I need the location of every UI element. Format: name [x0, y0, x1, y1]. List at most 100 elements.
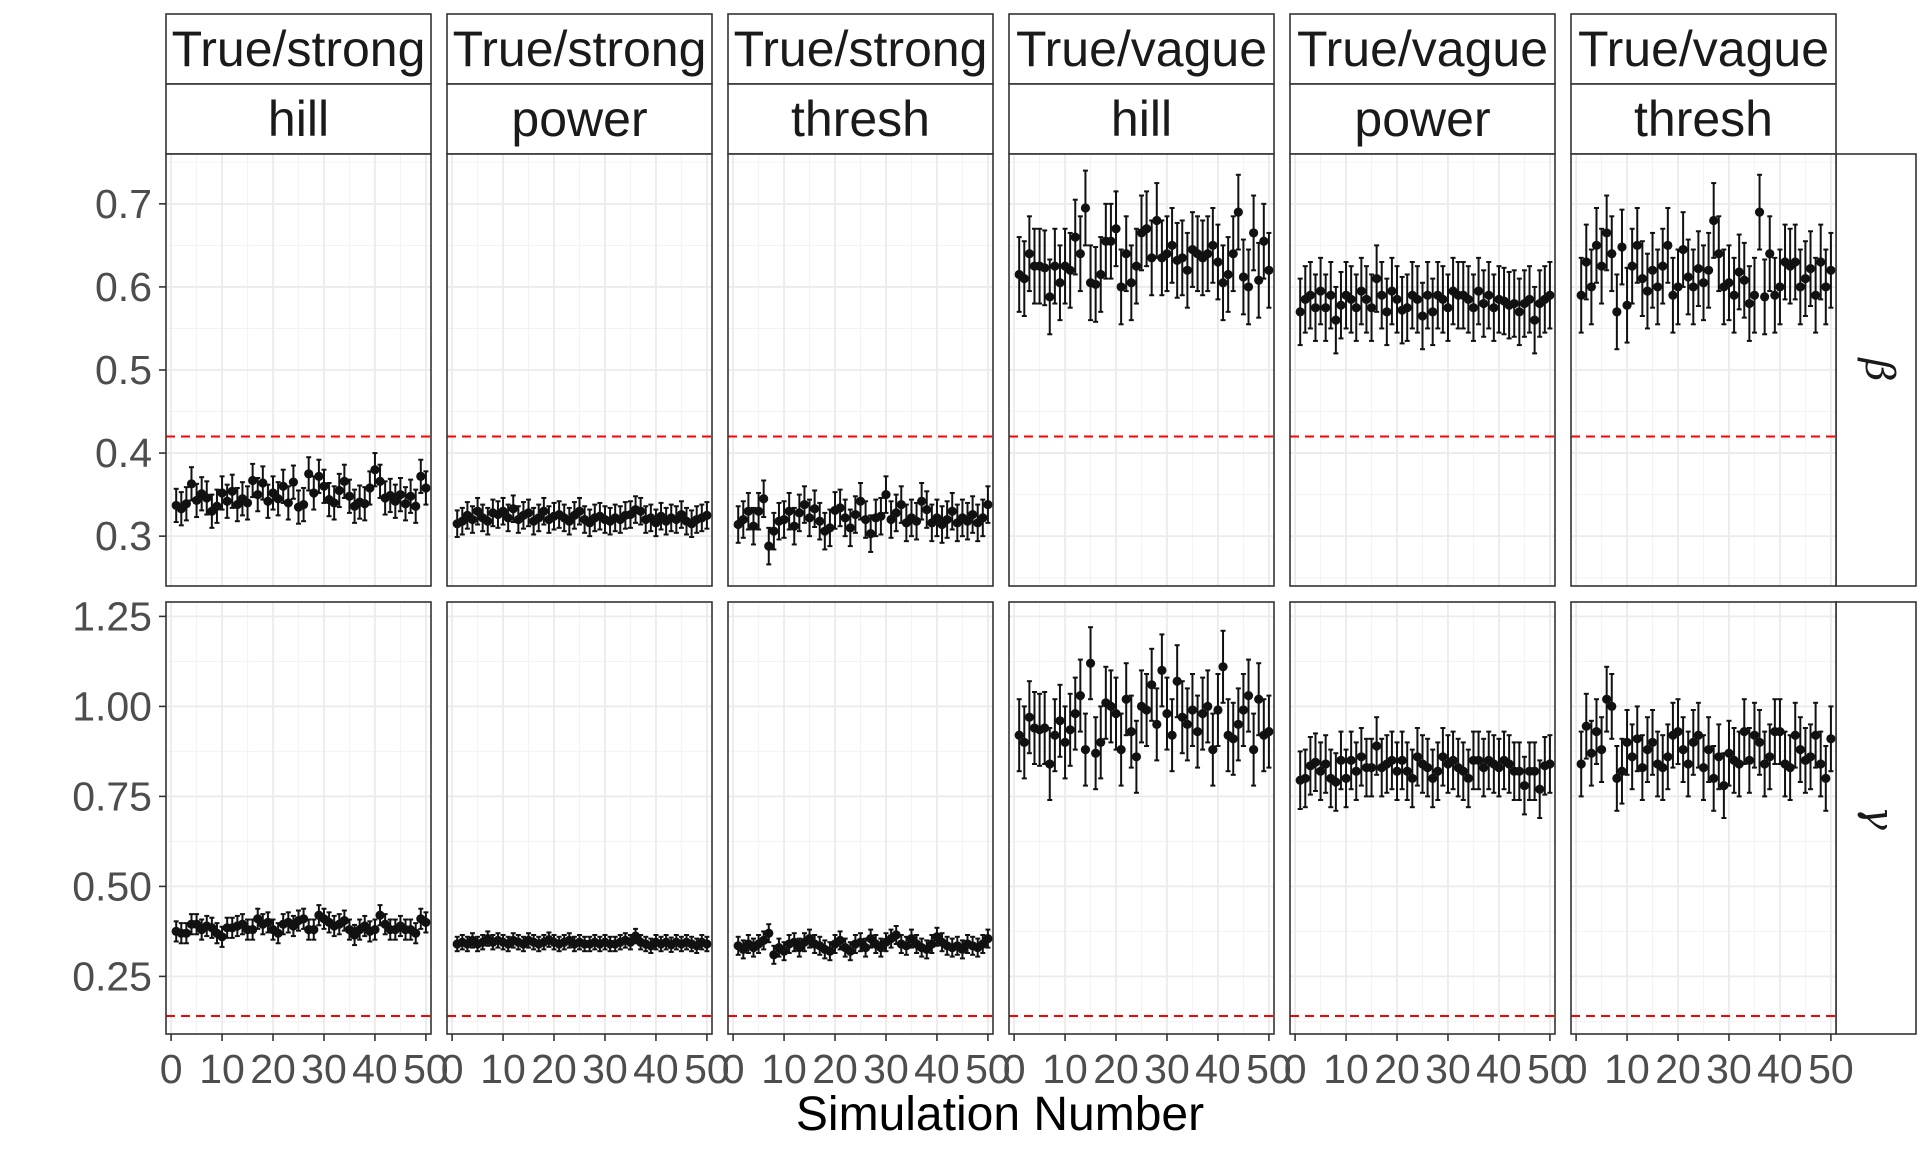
column-strip-bottom [1289, 83, 1556, 155]
data-point [1612, 307, 1622, 317]
data-point [1663, 240, 1673, 250]
data-point [1387, 755, 1397, 766]
data-point [1816, 257, 1826, 267]
data-point [748, 521, 759, 531]
data-point [1096, 269, 1106, 280]
data-point [702, 939, 712, 949]
data-point [1238, 705, 1249, 715]
data-point [1591, 240, 1602, 250]
column-strip-top [1570, 13, 1837, 85]
data-point [1065, 265, 1075, 275]
x-tick-label: 30 [863, 1046, 909, 1092]
column-strip-top-label: True/strong [172, 21, 426, 77]
data-point [1040, 723, 1050, 733]
data-point [1658, 261, 1668, 271]
data-point [1346, 294, 1356, 304]
x-tick-label: 40 [1195, 1046, 1241, 1092]
y-tick-label: 0.50 [72, 863, 152, 909]
data-point [1131, 261, 1142, 271]
data-point [968, 509, 978, 520]
data-point [253, 490, 263, 500]
data-point [1157, 665, 1167, 676]
data-point [743, 506, 753, 516]
data-point [881, 490, 891, 500]
data-point [339, 916, 349, 926]
column-strip-bottom-label: hill [268, 91, 329, 147]
data-point [764, 541, 774, 551]
data-point [1203, 701, 1213, 712]
data-point [1790, 730, 1800, 740]
x-tick-label: 10 [199, 1046, 245, 1092]
data-point [927, 939, 937, 949]
data-point [1602, 228, 1612, 238]
x-tick-label: 0 [722, 1046, 745, 1092]
data-point [1243, 282, 1254, 292]
data-point [917, 496, 927, 506]
data-point [860, 514, 871, 525]
data-point [227, 486, 237, 496]
data-point [1126, 278, 1136, 288]
data-point [942, 514, 952, 525]
data-point [1760, 759, 1770, 769]
data-point [1233, 719, 1243, 730]
data-point [1075, 249, 1085, 259]
data-point [1581, 721, 1591, 731]
data-point [1703, 745, 1714, 755]
data-point [1821, 282, 1831, 292]
data-point [202, 493, 212, 503]
data-point [676, 509, 687, 520]
data-point [1310, 757, 1321, 767]
data-point [1463, 773, 1473, 784]
data-point [1484, 290, 1494, 300]
data-point [1162, 249, 1172, 259]
data-point [1627, 261, 1637, 271]
data-point [896, 499, 906, 510]
data-point [799, 499, 810, 510]
data-point [334, 485, 344, 496]
data-point [1085, 658, 1096, 668]
data-point [1663, 752, 1673, 762]
panel-border [446, 601, 713, 1035]
data-point [1377, 290, 1387, 300]
data-point [1739, 275, 1749, 285]
data-point [191, 495, 202, 506]
x-tick-label: 10 [480, 1046, 526, 1092]
column-strip-bottom [446, 83, 713, 155]
data-point [1366, 763, 1377, 773]
data-point [309, 925, 319, 935]
data-point [406, 491, 416, 501]
data-point [1167, 730, 1177, 740]
data-point [815, 516, 825, 526]
data-point [835, 935, 845, 946]
x-tick-label: 0 [1003, 1046, 1026, 1092]
data-point [1514, 307, 1524, 317]
data-point [1653, 282, 1663, 292]
data-point [1045, 292, 1055, 302]
data-point [1050, 730, 1060, 740]
x-tick-label: 30 [1706, 1046, 1752, 1092]
panel-border [1008, 601, 1275, 1035]
data-point [1530, 315, 1540, 325]
x-tick-label: 20 [1655, 1046, 1701, 1092]
data-point [1417, 311, 1428, 321]
data-point [390, 496, 400, 506]
row-strip [1835, 153, 1917, 587]
data-point [1412, 294, 1423, 304]
data-point [395, 490, 406, 500]
data-point [298, 499, 309, 510]
data-point [845, 946, 855, 956]
x-tick-label: 0 [441, 1046, 464, 1092]
data-point [1192, 727, 1203, 737]
x-tick-label: 50 [965, 1046, 1011, 1092]
data-point [1545, 759, 1555, 769]
x-tick-label: 40 [914, 1046, 960, 1092]
data-point [1724, 278, 1734, 288]
data-point [784, 506, 794, 516]
data-point [365, 483, 375, 493]
data-point [1019, 737, 1029, 748]
column-strip-bottom-label: thresh [791, 91, 930, 147]
data-point [1698, 763, 1709, 773]
data-point [794, 508, 804, 518]
data-point [769, 526, 779, 536]
data-point [1775, 282, 1785, 292]
